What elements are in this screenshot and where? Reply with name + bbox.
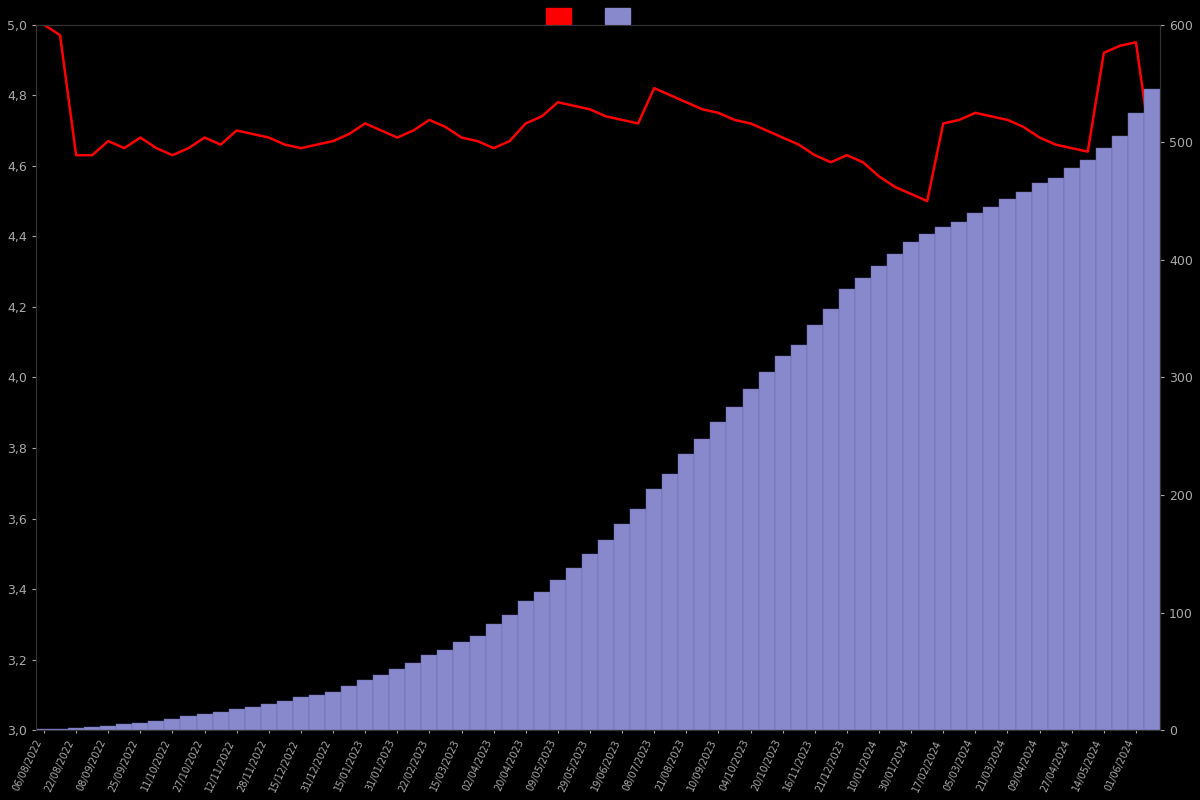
Bar bbox=[260, 705, 277, 730]
Bar bbox=[662, 474, 678, 730]
Bar bbox=[308, 695, 325, 730]
Bar bbox=[839, 290, 854, 730]
Bar bbox=[341, 686, 358, 730]
Bar bbox=[1032, 183, 1048, 730]
Bar bbox=[806, 325, 823, 730]
Bar bbox=[614, 525, 630, 730]
Bar bbox=[389, 669, 406, 730]
Bar bbox=[823, 310, 839, 730]
Bar bbox=[678, 454, 695, 730]
Bar bbox=[1096, 148, 1112, 730]
Bar bbox=[149, 721, 164, 730]
Bar bbox=[454, 642, 469, 730]
Bar bbox=[469, 636, 486, 730]
Legend:   ,   : , bbox=[542, 3, 654, 29]
Bar bbox=[116, 725, 132, 730]
Bar bbox=[1128, 113, 1144, 730]
Bar bbox=[36, 729, 52, 730]
Bar bbox=[646, 490, 662, 730]
Bar bbox=[791, 345, 806, 730]
Bar bbox=[534, 591, 550, 730]
Bar bbox=[325, 691, 341, 730]
Bar bbox=[421, 655, 438, 730]
Bar bbox=[550, 580, 566, 730]
Bar bbox=[180, 716, 197, 730]
Bar bbox=[1080, 160, 1096, 730]
Bar bbox=[935, 227, 952, 730]
Bar bbox=[566, 568, 582, 730]
Bar bbox=[695, 438, 710, 730]
Bar bbox=[854, 278, 871, 730]
Bar bbox=[598, 540, 614, 730]
Bar bbox=[1048, 178, 1063, 730]
Bar bbox=[197, 714, 212, 730]
Bar bbox=[758, 372, 775, 730]
Bar bbox=[1063, 168, 1080, 730]
Bar bbox=[229, 709, 245, 730]
Bar bbox=[967, 213, 983, 730]
Bar bbox=[710, 422, 726, 730]
Bar bbox=[630, 510, 646, 730]
Bar bbox=[406, 663, 421, 730]
Bar bbox=[1015, 192, 1032, 730]
Bar bbox=[101, 726, 116, 730]
Bar bbox=[277, 701, 293, 730]
Bar bbox=[887, 254, 904, 730]
Bar bbox=[164, 718, 180, 730]
Bar bbox=[871, 266, 887, 730]
Bar bbox=[245, 707, 260, 730]
Bar bbox=[68, 728, 84, 730]
Bar bbox=[726, 407, 743, 730]
Bar bbox=[1144, 90, 1160, 730]
Bar bbox=[904, 242, 919, 730]
Bar bbox=[1112, 136, 1128, 730]
Bar bbox=[1000, 198, 1015, 730]
Bar bbox=[212, 711, 229, 730]
Bar bbox=[502, 615, 517, 730]
Bar bbox=[952, 222, 967, 730]
Bar bbox=[438, 650, 454, 730]
Bar bbox=[486, 625, 502, 730]
Bar bbox=[84, 726, 101, 730]
Bar bbox=[132, 723, 149, 730]
Bar bbox=[517, 601, 534, 730]
Bar bbox=[358, 680, 373, 730]
Bar bbox=[743, 390, 758, 730]
Bar bbox=[983, 207, 1000, 730]
Bar bbox=[919, 234, 935, 730]
Bar bbox=[582, 554, 598, 730]
Bar bbox=[293, 698, 308, 730]
Bar bbox=[775, 356, 791, 730]
Bar bbox=[52, 729, 68, 730]
Bar bbox=[373, 675, 389, 730]
